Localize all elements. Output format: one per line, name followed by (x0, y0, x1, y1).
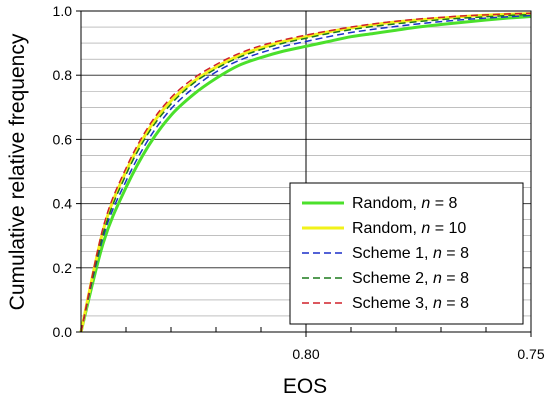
x-axis-title: EOS (283, 375, 327, 398)
y-tick-label: 0.0 (53, 324, 73, 340)
y-tick-label: 0.6 (53, 131, 73, 147)
y-tick-label: 0.8 (53, 67, 73, 83)
legend-label: Scheme 2, n = 8 (352, 270, 469, 287)
series-line (80, 14, 532, 333)
y-tick-label: 0.2 (53, 260, 73, 276)
series-line (80, 12, 532, 333)
legend: Random, n = 8 Random, n = 10 Scheme 1, n =… (289, 182, 524, 325)
x-tick-label: 0.80 (292, 346, 319, 362)
legend-label: Random, n = 8 (352, 195, 458, 212)
series-curves (79, 12, 532, 333)
series-line (79, 14, 532, 333)
y-tick-label: 1.0 (53, 3, 73, 19)
legend-label: Scheme 1, n = 8 (352, 245, 469, 262)
y-axis-title: Cumulative relative frequency (6, 33, 29, 310)
tick-labels: 0.0 0.2 0.4 0.6 0.8 1.0 0.80 0.75 (53, 3, 545, 362)
legend-label: Random, n = 10 (352, 220, 466, 237)
grid-lines (81, 11, 531, 332)
legend-label: Scheme 3, n = 8 (352, 295, 469, 312)
x-tick-label: 0.75 (517, 346, 544, 362)
series-line (80, 13, 532, 333)
axis-ticks (76, 10, 532, 337)
y-tick-label: 0.4 (53, 196, 73, 212)
